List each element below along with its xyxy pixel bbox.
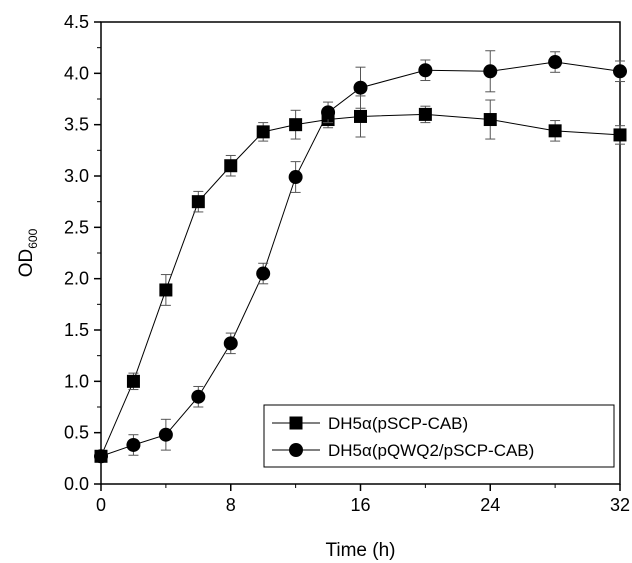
y-tick-label: 1.5 [64, 320, 89, 340]
y-tick-label: 3.0 [64, 166, 89, 186]
data-point-circle [418, 63, 433, 78]
data-point-circle [483, 64, 498, 79]
data-point-circle [94, 449, 108, 464]
y-tick-label: 0.5 [64, 423, 89, 443]
data-point-square [483, 113, 497, 127]
y-axis-title-main: OD [16, 249, 37, 278]
y-tick-label: 3.5 [64, 115, 89, 135]
legend-circle-marker [289, 443, 303, 457]
y-tick-label: 2.5 [64, 217, 89, 237]
x-tick-label: 32 [610, 495, 630, 515]
data-point-circle [321, 105, 336, 120]
x-tick-label: 0 [96, 495, 106, 515]
data-point-circle [158, 427, 173, 442]
data-point-circle [191, 389, 206, 404]
data-point-square [613, 128, 627, 142]
data-point-circle [256, 266, 271, 281]
x-tick-label: 24 [480, 495, 500, 515]
series-2 [94, 50, 627, 464]
y-tick-label: 0.0 [64, 474, 89, 494]
series-1 [94, 95, 627, 463]
data-point-circle [548, 55, 563, 70]
data-point-circle [223, 336, 238, 351]
y-tick-label: 2.0 [64, 269, 89, 289]
data-point-square [126, 374, 140, 388]
data-point-circle [288, 170, 303, 185]
y-axis-title-subscript: 600 [26, 228, 40, 248]
legend-box [263, 404, 615, 468]
x-tick-label: 16 [350, 495, 370, 515]
data-point-square [354, 109, 367, 123]
data-point-square [159, 283, 173, 297]
x-tick-label: 8 [226, 495, 236, 515]
x-axis-title: Time (h) [325, 540, 395, 561]
y-axis-title: OD600 [16, 228, 40, 277]
y-tick-label: 4.0 [64, 63, 89, 83]
y-axis-ticks: 0.0 0.5 1.0 1.5 2.0 2.5 3.0 3.5 4.0 4.5 [64, 12, 101, 494]
legend-label-series-1: DH5α(pSCP-CAB) [328, 414, 468, 433]
data-point-square [289, 118, 303, 132]
data-point-square [256, 125, 270, 139]
series-layer [94, 50, 627, 464]
data-point-square [224, 159, 238, 173]
legend: DH5α(pSCP-CAB) DH5α(pQWQ2/pSCP-CAB) [263, 404, 615, 468]
x-axis-ticks: 0 8 16 24 32 [96, 484, 630, 515]
y-tick-label: 4.5 [64, 12, 89, 32]
data-point-square [548, 124, 562, 138]
data-point-circle [613, 64, 627, 79]
legend-label-series-2: DH5α(pQWQ2/pSCP-CAB) [328, 441, 534, 460]
legend-square-marker [289, 416, 303, 430]
data-point-square [191, 195, 205, 209]
data-point-square [418, 107, 432, 121]
data-point-circle [353, 80, 368, 95]
data-point-circle [126, 437, 141, 452]
y-tick-label: 1.0 [64, 371, 89, 391]
